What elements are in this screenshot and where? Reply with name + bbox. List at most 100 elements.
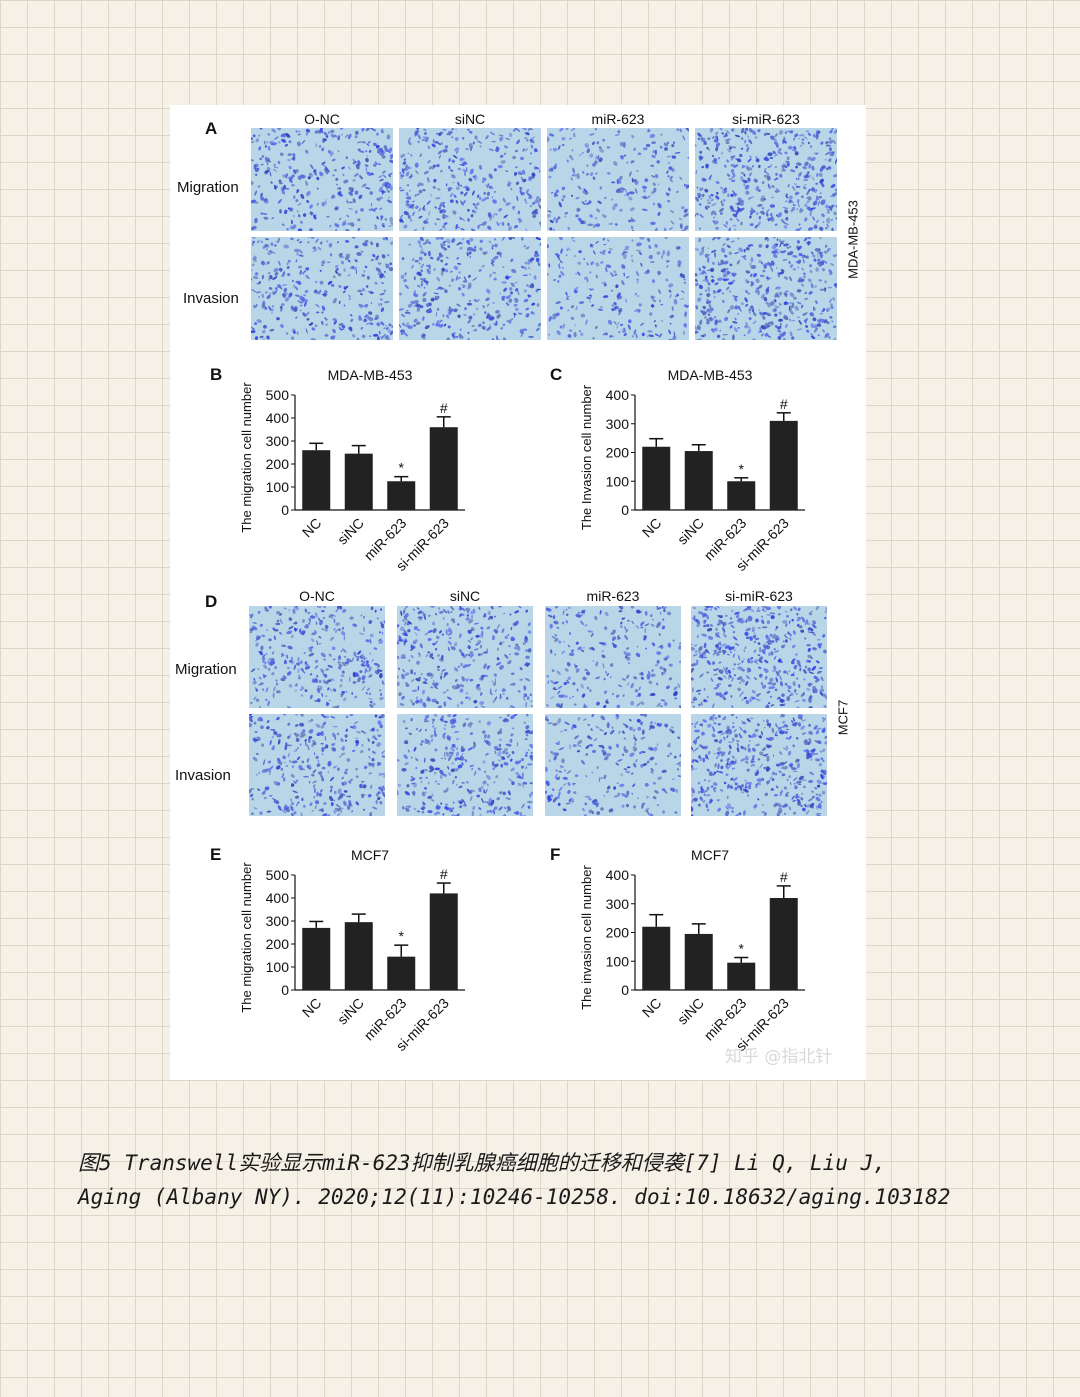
panel-label-d: D <box>205 592 218 611</box>
micrograph-d-invasion-mir623 <box>545 714 681 816</box>
y-tick-label: 0 <box>621 502 629 518</box>
y-tick-label: 300 <box>606 416 630 432</box>
significance-mark: # <box>440 400 448 416</box>
y-tick-label: 400 <box>606 387 630 403</box>
bar <box>344 453 373 510</box>
bar <box>302 450 331 510</box>
y-tick-label: 300 <box>606 896 630 912</box>
panel-label: E <box>210 845 221 864</box>
x-tick-label: siNC <box>674 515 707 548</box>
y-tick-label: 500 <box>266 387 290 403</box>
y-axis-label: The migration cell number <box>239 862 254 1013</box>
col-title: siNC <box>454 111 486 127</box>
chart-e: E MCF7 The migration cell number 0 100 200 300… <box>210 845 465 1054</box>
chart-f: F MCF7 The invasion cell number 0 100 200 300 4… <box>550 845 805 1054</box>
micrograph-d-invasion-simir623 <box>691 714 827 816</box>
y-axis-label: The invasion cell number <box>579 865 594 1010</box>
y-axis-label: The migration cell number <box>239 382 254 533</box>
y-tick-label: 200 <box>266 456 290 472</box>
col-title: miR-623 <box>591 111 645 127</box>
row-label-migration: Migration <box>177 179 239 196</box>
micrograph-a-migration-sinc <box>399 128 541 231</box>
y-tick-label: 100 <box>266 959 290 975</box>
micrograph-a-migration-onc <box>251 128 393 231</box>
col-title: siNC <box>449 588 481 604</box>
cell-line-label: MCF7 <box>835 699 851 736</box>
micrograph-a-migration-simir623 <box>695 128 837 231</box>
bar <box>642 446 671 510</box>
x-tick-label: siNC <box>334 995 367 1028</box>
bar <box>302 927 331 990</box>
micrograph-d-migration-sinc <box>397 606 533 708</box>
micrograph-a-invasion-sinc <box>399 237 541 340</box>
micrograph-d-migration-mir623 <box>545 606 681 708</box>
chart-title: MDA-MB-453 <box>328 367 413 383</box>
bar <box>727 481 756 510</box>
bar <box>684 933 713 990</box>
x-tick-label: NC <box>299 995 325 1021</box>
chart-c: C MDA-MB-453 The Invasion cell number 0 100 2… <box>550 365 805 574</box>
chart-title: MDA-MB-453 <box>668 367 753 383</box>
bar <box>387 481 416 510</box>
micrograph-d-invasion-sinc <box>397 714 533 816</box>
y-axis-label: The Invasion cell number <box>579 384 594 530</box>
significance-mark: * <box>739 461 745 477</box>
bar <box>684 451 713 510</box>
micrograph-a-invasion-simir623 <box>695 237 837 340</box>
x-tick-label: NC <box>299 515 325 541</box>
figure-panel: A O-NC siNC miR-623 si-miR-623 Migration… <box>170 105 866 1080</box>
panel-label: F <box>550 845 560 864</box>
bar <box>769 420 798 510</box>
x-tick-label: NC <box>639 515 665 541</box>
y-tick-label: 0 <box>621 982 629 998</box>
panel-label: C <box>550 365 562 384</box>
micrograph-a-migration-mir623 <box>547 128 689 231</box>
col-title: si-miR-623 <box>725 588 793 604</box>
caption-line-1: 图5 Transwell实验显示miR-623抑制乳腺癌细胞的迁移和侵袭[7] … <box>78 1151 886 1175</box>
figure-caption: 图5 Transwell实验显示miR-623抑制乳腺癌细胞的迁移和侵袭[7] … <box>78 1146 1018 1214</box>
watermark: 知乎 @指北针 <box>725 1047 833 1067</box>
row-label-migration: Migration <box>175 661 237 678</box>
micrograph-a-invasion-mir623 <box>547 237 689 340</box>
significance-mark: * <box>399 928 405 944</box>
col-title: O-NC <box>299 588 335 604</box>
row-label-invasion: Invasion <box>175 767 231 784</box>
col-title: O-NC <box>304 111 340 127</box>
x-tick-label: siNC <box>674 995 707 1028</box>
bar <box>727 962 756 990</box>
y-tick-label: 0 <box>281 982 289 998</box>
y-tick-label: 0 <box>281 502 289 518</box>
y-tick-label: 100 <box>606 473 630 489</box>
row-label-invasion: Invasion <box>183 290 239 307</box>
significance-mark: # <box>780 396 788 412</box>
bar <box>429 427 458 510</box>
y-tick-label: 200 <box>606 445 630 461</box>
y-tick-label: 100 <box>266 479 290 495</box>
y-tick-label: 400 <box>266 410 290 426</box>
y-tick-label: 300 <box>266 913 290 929</box>
bar <box>387 956 416 990</box>
chart-title: MCF7 <box>691 847 729 863</box>
bar <box>429 893 458 990</box>
y-tick-label: 200 <box>606 925 630 941</box>
cell-line-label: MDA-MB-453 <box>845 200 861 279</box>
col-title: si-miR-623 <box>732 111 800 127</box>
chart-b: B MDA-MB-453 The migration cell number 0 100… <box>210 365 465 574</box>
significance-mark: * <box>739 941 745 957</box>
panel-label-a: A <box>205 119 218 138</box>
y-tick-label: 400 <box>266 890 290 906</box>
significance-mark: * <box>399 460 405 476</box>
x-tick-label: siNC <box>334 515 367 548</box>
col-title: miR-623 <box>586 588 640 604</box>
x-tick-label: NC <box>639 995 665 1021</box>
micrograph-d-invasion-onc <box>249 714 385 816</box>
micrograph-d-migration-simir623 <box>691 606 827 708</box>
bar <box>642 926 671 990</box>
panel-label: B <box>210 365 222 384</box>
bar <box>769 898 798 990</box>
bar <box>344 922 373 990</box>
chart-title: MCF7 <box>351 847 389 863</box>
y-tick-label: 400 <box>606 867 630 883</box>
y-tick-label: 300 <box>266 433 290 449</box>
caption-line-2: Aging (Albany NY). 2020;12(11):10246-102… <box>78 1185 951 1209</box>
